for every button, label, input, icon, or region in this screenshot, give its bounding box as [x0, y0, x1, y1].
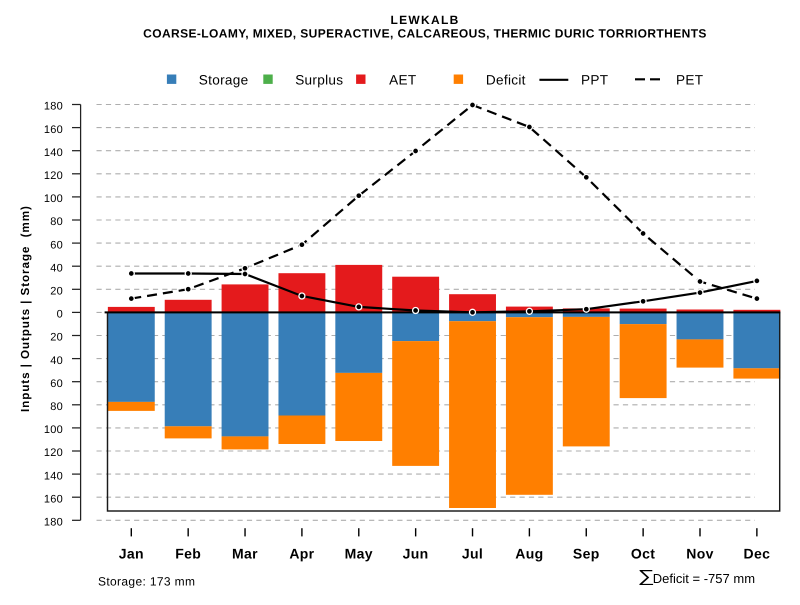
svg-text:120: 120: [44, 170, 63, 182]
svg-text:80: 80: [50, 401, 63, 413]
svg-text:160: 160: [44, 124, 63, 136]
svg-text:Jun: Jun: [403, 545, 429, 561]
svg-text:Surplus: Surplus: [295, 72, 343, 87]
svg-text:60: 60: [50, 378, 63, 390]
svg-text:Jul: Jul: [462, 545, 483, 561]
svg-text:May: May: [345, 545, 373, 561]
svg-text:LEWKALB: LEWKALB: [390, 13, 459, 27]
svg-text:Deficit = -757 mm: Deficit = -757 mm: [653, 571, 755, 586]
svg-text:Apr: Apr: [289, 545, 314, 561]
svg-text:20: 20: [50, 286, 63, 298]
svg-text:Storage: Storage: [199, 72, 249, 87]
svg-text:40: 40: [50, 355, 63, 367]
svg-text:Deficit: Deficit: [486, 72, 526, 87]
svg-text:120: 120: [44, 447, 63, 459]
svg-text:160: 160: [44, 493, 63, 505]
svg-text:Oct: Oct: [631, 545, 655, 561]
svg-text:AET: AET: [389, 72, 416, 87]
svg-text:Aug: Aug: [515, 545, 543, 561]
svg-text:Mar: Mar: [232, 545, 258, 561]
svg-text:Dec: Dec: [744, 545, 771, 561]
svg-text:40: 40: [50, 262, 63, 274]
svg-text:60: 60: [50, 239, 63, 251]
svg-text:PPT: PPT: [581, 72, 608, 87]
svg-text:Feb: Feb: [175, 545, 201, 561]
svg-text:180: 180: [44, 101, 63, 113]
svg-text:140: 140: [44, 147, 63, 159]
svg-text:100: 100: [44, 424, 63, 436]
svg-text:140: 140: [44, 470, 63, 482]
svg-text:Storage: 173 mm: Storage: 173 mm: [98, 574, 195, 588]
svg-text:Inputs | Outputs | Storage (m: Inputs | Outputs | Storage (mm): [19, 205, 32, 412]
svg-text:180: 180: [44, 517, 63, 529]
svg-text:Nov: Nov: [686, 545, 714, 561]
svg-text:Sep: Sep: [573, 545, 600, 561]
svg-text:PET: PET: [676, 72, 703, 87]
svg-text:20: 20: [50, 332, 63, 344]
svg-text:0: 0: [57, 309, 63, 321]
svg-text:80: 80: [50, 216, 63, 228]
svg-text:Jan: Jan: [119, 545, 144, 561]
svg-text:100: 100: [44, 193, 63, 205]
svg-text:∑: ∑: [638, 566, 655, 585]
svg-text:COARSE-LOAMY, MIXED, SUPERACTI: COARSE-LOAMY, MIXED, SUPERACTIVE, CALCAR…: [143, 26, 707, 40]
